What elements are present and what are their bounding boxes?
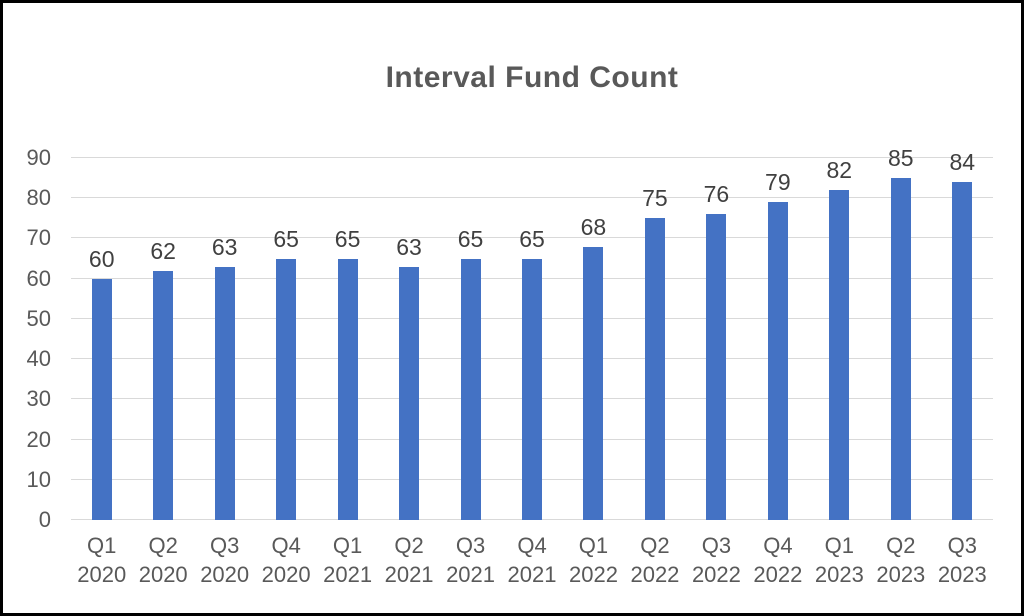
x-tick-label: Q4 2022 xyxy=(753,533,803,587)
bar-value-label: 84 xyxy=(949,149,976,176)
bar-q4-2020 xyxy=(276,258,297,520)
x-tick-label: Q2 2023 xyxy=(876,533,926,587)
bar-value-label: 60 xyxy=(88,245,115,272)
bar-q4-2021 xyxy=(521,258,542,520)
gridline-y-70 xyxy=(71,237,993,239)
y-axis: 0 10 20 30 40 50 60 70 80 90 xyxy=(3,147,51,531)
plot-area: 60 62 63 65 65 63 65 65 68 75 76 79 82 85 84 xyxy=(71,147,993,520)
bar-q1-2020 xyxy=(91,278,112,520)
gridline-y-80 xyxy=(71,197,993,199)
x-tick-label: Q2 2020 xyxy=(138,533,188,587)
y-tick-label-0: 0 xyxy=(38,507,51,532)
x-tick-label: Q3 2022 xyxy=(691,533,741,587)
bar-column-q1-2020: 60 xyxy=(71,158,132,520)
x-tick-label: Q2 2021 xyxy=(384,533,434,587)
bar-value-label: 79 xyxy=(765,169,791,196)
bar-value-label: 65 xyxy=(519,225,545,252)
y-tick-label-30: 30 xyxy=(26,386,51,412)
y-tick-label-20: 20 xyxy=(26,426,51,452)
bar-column-q4-2021: 65 xyxy=(501,158,562,520)
y-tick-label-90: 90 xyxy=(26,145,51,170)
x-tick-label: Q2 2022 xyxy=(630,533,680,587)
x-tick-label: Q3 2021 xyxy=(446,533,496,587)
bar-q1-2022 xyxy=(583,246,604,520)
x-tick-label: Q1 2021 xyxy=(323,533,373,587)
bar-column-q2-2022: 75 xyxy=(624,158,685,520)
y-tick-label-50: 50 xyxy=(26,305,51,331)
bar-value-label: 85 xyxy=(887,145,914,172)
y-tick-label-80: 80 xyxy=(26,185,51,211)
bar-column-q2-2021: 63 xyxy=(378,158,439,520)
bar-value-label: 76 xyxy=(703,181,730,208)
bar-q1-2021 xyxy=(337,258,358,520)
bar-value-label: 65 xyxy=(334,225,361,252)
y-tick-label-10: 10 xyxy=(26,466,51,492)
bar-q2-2020 xyxy=(153,270,174,520)
bar-column-q4-2022: 79 xyxy=(747,158,808,520)
bar-value-label: 68 xyxy=(580,213,607,240)
bar-column-q3-2023: 84 xyxy=(932,151,993,520)
x-tick-label: Q1 2020 xyxy=(77,533,127,587)
bar-value-label: 65 xyxy=(273,225,299,252)
bar-q3-2022 xyxy=(706,214,727,520)
y-tick-label-60: 60 xyxy=(26,265,51,291)
bar-value-label: 65 xyxy=(457,225,484,252)
bar-column-q1-2021: 65 xyxy=(317,158,378,520)
x-tick-label: Q3 2023 xyxy=(937,533,987,587)
bar-q2-2023 xyxy=(890,178,911,520)
bar-q3-2020 xyxy=(214,266,235,520)
bar-column-q3-2022: 76 xyxy=(686,158,747,520)
chart-title: Interval Fund Count xyxy=(385,61,679,94)
y-tick-label-70: 70 xyxy=(26,225,51,251)
x-axis: Q1 2020 Q2 2020 Q3 2020 Q4 2020 Q1 2021 Q2 2021 Q3 20… xyxy=(71,531,993,589)
bar-column-q1-2023: 82 xyxy=(809,158,870,520)
bar-value-label: 75 xyxy=(642,185,668,212)
bar-column-q1-2022: 68 xyxy=(563,158,624,520)
bar-column-q3-2020: 63 xyxy=(194,158,255,520)
bar-q2-2022 xyxy=(644,218,665,520)
x-tick-label: Q4 2020 xyxy=(261,533,311,587)
bar-column-q3-2021: 65 xyxy=(440,158,501,520)
bar-q4-2022 xyxy=(767,202,788,520)
x-tick-label: Q1 2023 xyxy=(814,533,864,587)
bar-value-label: 82 xyxy=(826,157,853,184)
bar-value-label: 62 xyxy=(150,237,176,264)
bar-q3-2023 xyxy=(952,182,973,520)
bar-column-q2-2020: 62 xyxy=(132,158,193,520)
bar-q2-2021 xyxy=(399,266,420,520)
bar-value-label: 63 xyxy=(396,233,422,260)
x-tick-label: Q3 2020 xyxy=(200,533,250,587)
gridline-y-90 xyxy=(71,157,993,158)
x-tick-label: Q1 2022 xyxy=(569,533,618,587)
bar-q3-2021 xyxy=(460,258,481,520)
bar-column-q2-2023: 85 xyxy=(870,147,931,520)
y-tick-label-40: 40 xyxy=(26,346,51,372)
bar-q1-2023 xyxy=(829,190,850,520)
x-tick-label: Q4 2021 xyxy=(507,533,557,587)
bar-value-label: 63 xyxy=(211,233,238,260)
bar-column-q4-2020: 65 xyxy=(255,158,316,520)
